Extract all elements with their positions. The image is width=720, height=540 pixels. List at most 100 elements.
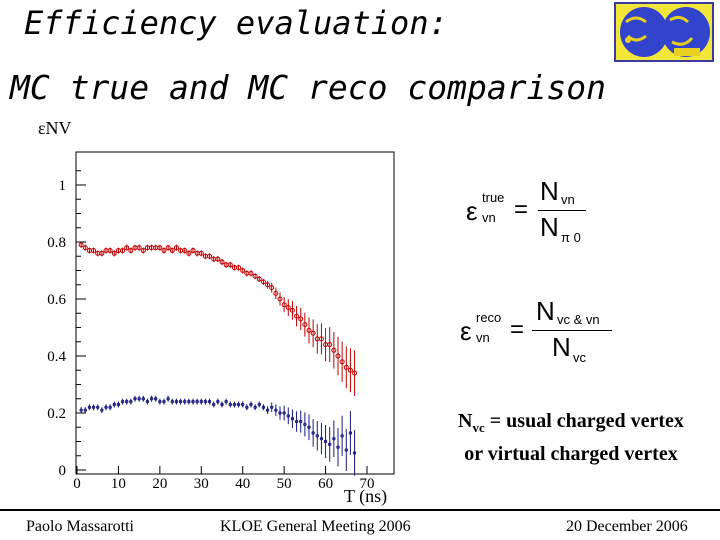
kloe-logo (614, 2, 714, 62)
mc-reco-point (340, 434, 344, 438)
mc-reco-point (303, 422, 307, 427)
mc-reco-point (224, 399, 228, 404)
mc-reco-point (91, 405, 96, 409)
slide-subtitle: MC true and MC reco comparison (10, 68, 607, 107)
mc-true-point (294, 313, 300, 319)
mc-reco-point (216, 399, 220, 404)
mc-reco-point (133, 397, 137, 401)
mc-true-point (302, 322, 308, 328)
mc-true-point (207, 253, 213, 259)
mc-true-point (107, 248, 113, 254)
mc-reco-point (232, 402, 237, 407)
mc-reco-point (125, 399, 129, 404)
mc-reco-point (249, 402, 253, 407)
x-tick-label: 30 (194, 476, 209, 492)
mc-reco-point (323, 439, 328, 444)
x-tick-label: 20 (152, 476, 167, 492)
mc-reco-point (336, 445, 340, 449)
vertex-note: Nvc = usual charged vertex or virtual ch… (426, 408, 716, 467)
true-eps: ε (466, 196, 478, 226)
mc-reco-point (166, 397, 170, 401)
true-num: N (540, 176, 559, 206)
plot-frame (75, 151, 395, 475)
mc-reco-point (116, 402, 121, 407)
mc-reco-point (294, 419, 299, 424)
mc-true-point (240, 268, 246, 273)
mc-true-point (352, 370, 358, 376)
mc-reco-point (307, 425, 311, 429)
mc-true-point (161, 248, 167, 254)
x-axis-label: T (ns) (344, 486, 387, 507)
mc-true-point (111, 250, 117, 256)
mc-reco-point (332, 436, 336, 441)
x-tick-label: 0 (73, 476, 81, 492)
footer-meeting: KLOE General Meeting 2006 (220, 518, 411, 535)
mc-reco-point (199, 399, 203, 404)
mc-reco-point (344, 448, 348, 452)
mc-true-point (173, 245, 179, 251)
mc-reco-point (141, 397, 145, 401)
mc-true-point (277, 296, 283, 302)
mc-reco-point (170, 399, 174, 404)
mc-true-point (298, 316, 304, 322)
mc-reco-point (261, 405, 266, 409)
mc-reco-point (79, 408, 83, 412)
mc-reco-point (299, 419, 303, 424)
mc-reco-point (257, 402, 261, 407)
mc-true-point (215, 256, 221, 262)
mc-reco-point (112, 402, 116, 407)
reco-den: N (552, 332, 571, 362)
mc-reco-point (195, 399, 199, 404)
mc-reco-point (162, 399, 166, 404)
mc-true-point (140, 248, 146, 254)
true-sub: vn (482, 210, 496, 225)
true-den: N (540, 212, 559, 242)
mc-reco-point (129, 399, 133, 404)
note-sub: vc (472, 420, 485, 435)
mc-reco-point (220, 402, 224, 407)
mc-reco-point (270, 405, 274, 409)
mc-reco-point (108, 405, 112, 409)
true-equals: = (514, 196, 529, 223)
y-axis-label: εNV (38, 118, 72, 138)
x-tick-label: 60 (318, 476, 333, 492)
mc-true-point (120, 248, 126, 254)
mc-true-point (269, 285, 275, 291)
reco-sup: reco (476, 310, 502, 325)
y-tick-label: 0.8 (47, 235, 66, 251)
mc-true-point (91, 248, 97, 254)
mc-true-point (310, 330, 316, 336)
mc-true-point (227, 262, 233, 268)
mc-reco-point (290, 417, 295, 421)
mc-reco-point (149, 397, 154, 401)
mc-reco-point (315, 434, 319, 438)
mc-true-point (343, 364, 349, 370)
mc-true-point (136, 245, 142, 251)
mc-true-point (285, 305, 291, 311)
y-tick-label: 0.6 (47, 292, 66, 308)
mc-true-point (318, 336, 324, 342)
mc-true-point (99, 250, 105, 256)
mc-true-point (306, 327, 312, 333)
mc-true-point (82, 245, 88, 251)
y-tick-label: 0.2 (47, 406, 66, 422)
mc-reco-point (207, 399, 212, 404)
footer-divider (0, 509, 720, 511)
mc-true-point (289, 307, 295, 313)
mc-reco-point (120, 399, 125, 404)
reco-eps: ε (460, 316, 472, 346)
true-efficiency-formula: ε true vn = N vn N π 0 (466, 176, 596, 246)
true-sup: true (482, 190, 505, 205)
y-tick-label: 0.4 (47, 349, 66, 365)
mc-reco-point (228, 402, 232, 407)
true-den-sub: π 0 (561, 230, 581, 245)
x-tick-label: 50 (277, 476, 292, 492)
mc-true-point (219, 259, 225, 265)
mc-true-point (157, 245, 163, 251)
mc-reco-point (265, 408, 270, 412)
mc-reco-point (87, 405, 92, 409)
mc-true-point (128, 248, 134, 254)
mc-true-point (248, 270, 254, 276)
mc-reco-point (137, 397, 141, 401)
